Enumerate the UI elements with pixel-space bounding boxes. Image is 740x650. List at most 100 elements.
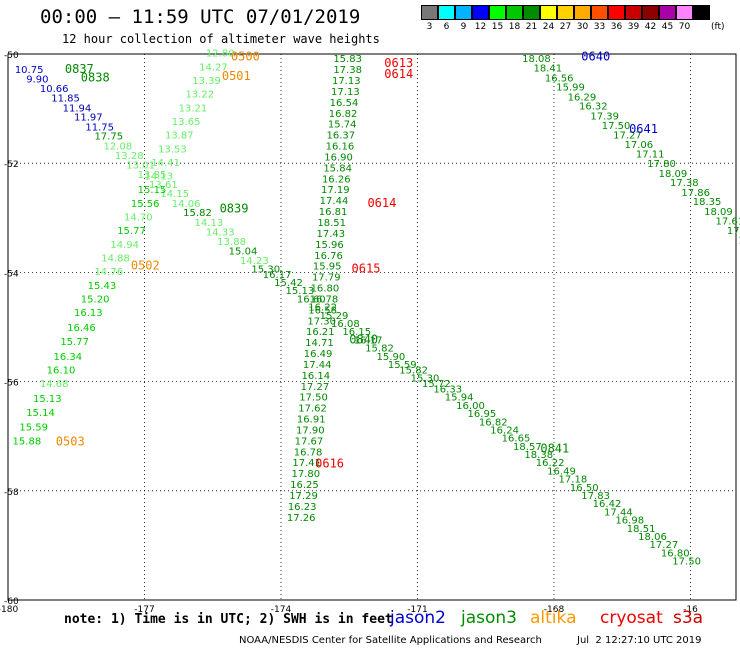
wave-height-value: 16.10: [47, 365, 76, 376]
color-swatch: [523, 5, 540, 20]
wave-height-value: 18.09: [704, 207, 733, 218]
wave-height-value: 16.46: [67, 323, 96, 334]
wave-height-value: 14.23: [240, 256, 269, 267]
wave-height-value: 14.15: [160, 189, 189, 200]
wave-height-value: 17.90: [296, 425, 325, 436]
wave-height-value: 15.13: [286, 286, 315, 297]
wave-height-value: 15.83: [333, 54, 362, 65]
wave-height-value: 14.68: [40, 379, 69, 390]
wave-height-value: 17.27: [613, 131, 642, 142]
wave-height-value: 11.97: [74, 113, 103, 124]
wave-height-value: 16.98: [615, 516, 644, 527]
wave-height-value: 14.94: [110, 240, 139, 251]
wave-height-value: 16.60: [297, 294, 326, 305]
wave-height-value: 13.87: [165, 131, 194, 142]
color-swatch: [642, 5, 659, 20]
x-tick-label: -177: [134, 605, 154, 615]
wave-height-value: 17.41: [292, 458, 321, 469]
wave-height-value: 15.82: [365, 344, 394, 355]
wave-height-value: 15.94: [445, 393, 474, 404]
wave-height-value: 13.01: [126, 161, 155, 172]
wave-height-value: 14.70: [124, 213, 153, 224]
wave-height-value: 12.08: [104, 142, 133, 153]
color-swatch-label: 21: [525, 22, 538, 32]
wave-height-value: 17.50: [672, 557, 701, 568]
y-tick-label: -60: [4, 597, 19, 607]
wave-height-value: 16.15: [342, 327, 371, 338]
wave-height-value: 16.25: [290, 480, 319, 491]
y-tick-label: -50: [4, 51, 19, 61]
wave-height-value: 17.47: [738, 235, 740, 246]
wave-height-value: 17.83: [581, 491, 610, 502]
wave-height-value: 15.13: [33, 394, 62, 405]
wave-height-value: 15.82: [183, 208, 212, 219]
wave-height-value: 17.80: [647, 159, 676, 170]
wave-height-value: 15.88: [13, 436, 42, 447]
color-swatch-label: 6: [443, 22, 450, 32]
x-tick-label: -171: [407, 605, 427, 615]
wave-height-value: 16.14: [301, 371, 330, 382]
wave-height-value: 12.80: [206, 49, 235, 60]
pass-time-label: 0615: [352, 261, 381, 275]
color-swatch-label: 12: [474, 22, 487, 32]
wave-height-value: 16.58: [308, 305, 337, 316]
wave-height-value: 11.75: [85, 122, 114, 133]
pass-time-label: 0503: [56, 434, 85, 448]
pass-time-label: 0839: [220, 201, 249, 215]
wave-height-value: 17.44: [320, 196, 349, 207]
wave-height-value: 13.65: [172, 117, 201, 128]
color-swatch: [625, 5, 642, 20]
wave-height-value: 15.77: [117, 226, 146, 237]
wave-height-value: 16.95: [468, 409, 497, 420]
legend-altika: altika: [530, 608, 577, 628]
wave-height-value: 15.20: [81, 294, 110, 305]
wave-height-value: 17.50: [602, 121, 631, 132]
pass-time-label: 0837: [65, 62, 94, 76]
wave-height-value: 15.74: [328, 120, 357, 131]
wave-height-value: 17.50: [299, 393, 328, 404]
wave-height-value: 17.27: [301, 382, 330, 393]
legend-note: note: 1) Time is in UTC; 2) SWH is in fe…: [64, 612, 393, 627]
color-swatch-label: 42: [644, 22, 657, 32]
wave-height-value: 16.08: [331, 319, 360, 330]
y-tick-label: -58: [4, 488, 19, 498]
y-tick-label: -54: [4, 269, 19, 279]
color-swatch-label: 15: [491, 22, 504, 32]
color-swatch: [421, 5, 438, 20]
wave-height-value: 16.56: [545, 73, 574, 84]
wave-height-value: 11.94: [63, 103, 92, 114]
wave-height-value: 16.23: [288, 502, 317, 513]
color-swatch: [540, 5, 557, 20]
wave-height-value: 17.61: [716, 216, 740, 227]
wave-height-value: 16.24: [490, 425, 519, 436]
legend-jason3: jason3: [461, 608, 517, 628]
color-swatch: [676, 5, 693, 20]
wave-height-value: 14.76: [94, 267, 123, 278]
wave-height-value: 16.32: [579, 102, 608, 113]
wave-height-value: 17.86: [681, 188, 710, 199]
wave-height-value: 15.90: [377, 352, 406, 363]
wave-height-value: 17.67: [295, 436, 324, 447]
color-swatch: [557, 5, 574, 20]
color-swatch-label: 3: [426, 22, 433, 32]
wave-height-value: 13.85: [138, 170, 167, 181]
wave-height-value: 15.95: [313, 262, 342, 273]
wave-height-value: 16.81: [319, 207, 348, 218]
wave-height-value: 17.06: [625, 140, 654, 151]
wave-height-value: 16.42: [593, 499, 622, 510]
wave-height-value: 17.39: [590, 112, 619, 123]
color-swatch-label: 27: [559, 22, 572, 32]
color-swatch: [693, 5, 710, 20]
wave-height-value: 16.54: [330, 98, 359, 109]
color-swatch-label: 70: [678, 22, 691, 32]
wave-height-value: 15.30: [251, 264, 280, 275]
color-swatch-label: 33: [593, 22, 606, 32]
wave-height-value: 17.80: [291, 469, 320, 480]
y-tick-label: -52: [4, 160, 19, 170]
wave-height-value: 13.22: [185, 90, 214, 101]
wave-height-value: 16.76: [314, 251, 343, 262]
wave-height-value: 9.90: [26, 74, 48, 85]
wave-height-value: 14.33: [206, 227, 235, 238]
wave-height-value: 16.49: [304, 349, 333, 360]
wave-height-value: 11.85: [51, 94, 80, 105]
